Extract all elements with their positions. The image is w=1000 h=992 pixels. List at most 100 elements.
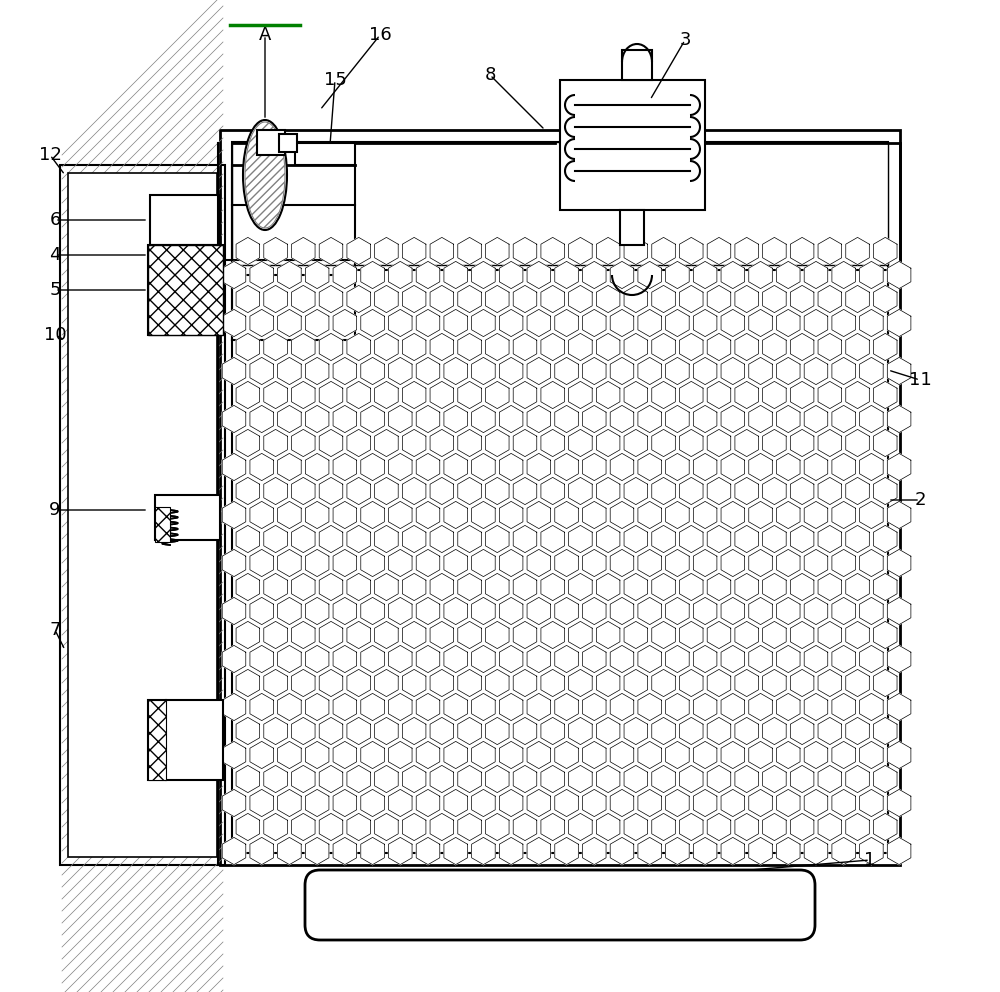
Polygon shape [846,333,869,361]
Polygon shape [444,262,467,289]
Bar [622,50,652,80]
Polygon shape [430,286,454,312]
Polygon shape [596,766,620,793]
Polygon shape [846,621,869,649]
Polygon shape [582,837,606,865]
Polygon shape [458,286,481,312]
Polygon shape [555,837,578,865]
Polygon shape [679,381,703,409]
Polygon shape [319,621,343,649]
Polygon shape [887,453,911,480]
Polygon shape [763,237,786,265]
Polygon shape [527,453,551,480]
Polygon shape [887,741,911,769]
Polygon shape [472,693,495,720]
Polygon shape [250,406,273,433]
Polygon shape [541,381,564,409]
Polygon shape [624,430,648,456]
Polygon shape [555,741,578,769]
Polygon shape [638,357,661,385]
Polygon shape [416,310,440,336]
Polygon shape [887,597,911,625]
Polygon shape [582,550,606,576]
Polygon shape [513,286,537,312]
Polygon shape [693,357,717,385]
Polygon shape [652,717,675,745]
Polygon shape [596,430,620,456]
Bar [148,245,223,335]
Polygon shape [596,381,620,409]
Bar [220,130,900,865]
Polygon shape [721,597,745,625]
Polygon shape [624,286,648,312]
Polygon shape [610,453,634,480]
Polygon shape [430,573,454,600]
Polygon shape [832,741,855,769]
Bar [148,700,166,780]
Polygon shape [278,550,301,576]
Polygon shape [555,693,578,720]
Polygon shape [860,357,883,385]
Polygon shape [222,597,246,625]
Polygon shape [472,310,495,336]
Polygon shape [278,262,301,289]
Polygon shape [707,333,731,361]
Polygon shape [569,430,592,456]
Polygon shape [818,717,842,745]
Polygon shape [749,453,772,480]
Polygon shape [582,357,606,385]
Polygon shape [361,646,384,673]
Polygon shape [319,237,343,265]
Polygon shape [860,790,883,816]
Polygon shape [763,717,786,745]
Polygon shape [846,526,869,553]
Polygon shape [818,526,842,553]
Polygon shape [444,550,467,576]
Polygon shape [873,237,897,265]
Polygon shape [666,310,689,336]
Polygon shape [582,597,606,625]
Polygon shape [638,550,661,576]
Polygon shape [624,526,648,553]
Polygon shape [541,430,564,456]
Polygon shape [832,597,855,625]
Polygon shape [569,670,592,696]
Polygon shape [499,357,523,385]
Polygon shape [776,646,800,673]
Polygon shape [499,693,523,720]
Polygon shape [278,741,301,769]
Polygon shape [763,670,786,696]
Polygon shape [541,333,564,361]
Bar [148,700,223,780]
Polygon shape [430,621,454,649]
Polygon shape [887,790,911,816]
Polygon shape [499,550,523,576]
Polygon shape [485,526,509,553]
Polygon shape [596,573,620,600]
Polygon shape [610,550,634,576]
Polygon shape [707,381,731,409]
Polygon shape [763,477,786,505]
Polygon shape [749,262,772,289]
Polygon shape [679,670,703,696]
Polygon shape [305,310,329,336]
Polygon shape [652,621,675,649]
Text: 4: 4 [49,246,61,264]
Polygon shape [305,741,329,769]
Polygon shape [679,813,703,840]
Polygon shape [222,310,246,336]
Polygon shape [832,550,855,576]
Polygon shape [527,550,551,576]
Bar [279,134,297,152]
Polygon shape [388,693,412,720]
Polygon shape [513,333,537,361]
Polygon shape [693,693,717,720]
Polygon shape [721,693,745,720]
Polygon shape [860,406,883,433]
Polygon shape [610,693,634,720]
Polygon shape [347,286,370,312]
Polygon shape [860,262,883,289]
Polygon shape [610,501,634,529]
Polygon shape [236,526,260,553]
Polygon shape [278,646,301,673]
